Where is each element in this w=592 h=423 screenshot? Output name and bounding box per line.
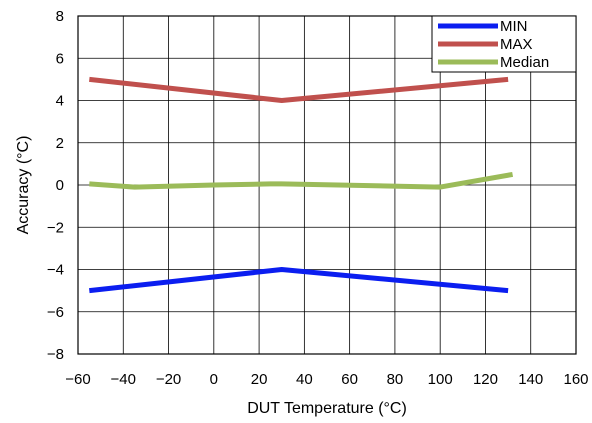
y-tick-label: 4 (56, 93, 64, 110)
x-tick-label: 120 (473, 371, 498, 388)
y-tick-labels: −8 −6 −4 −2 0 2 4 6 8 (47, 8, 64, 363)
series-line-max (89, 76, 509, 103)
x-tick-label: 160 (563, 371, 588, 388)
series-layer (89, 76, 514, 294)
x-tick-label: 20 (251, 371, 268, 388)
y-tick-label: 8 (56, 8, 64, 25)
x-tick-label: −20 (156, 371, 181, 388)
y-tick-label: 2 (56, 135, 64, 152)
legend-label: Median (500, 54, 549, 71)
x-tick-label: 100 (428, 371, 453, 388)
x-tick-label: 140 (518, 371, 543, 388)
y-tick-label: −4 (47, 262, 64, 279)
series-line-median (89, 171, 514, 190)
y-tick-label: −2 (47, 219, 64, 236)
x-tick-labels: −60 −40 −20 0 20 40 60 80 100 120 140 160 (65, 371, 588, 388)
plot-frame (77, 15, 577, 355)
y-axis-title: Accuracy (°C) (15, 136, 32, 235)
series-line-min (89, 267, 509, 294)
x-axis-title: DUT Temperature (°C) (247, 400, 407, 417)
x-tick-label: 80 (387, 371, 404, 388)
y-tick-label: 6 (56, 50, 64, 67)
legend-label: MAX (500, 36, 533, 53)
x-tick-label: 40 (296, 371, 313, 388)
x-tick-label: 60 (341, 371, 358, 388)
x-tick-label: −40 (111, 371, 136, 388)
legend-label: MIN (500, 18, 528, 35)
y-tick-label: −8 (47, 346, 64, 363)
x-tick-label: 0 (210, 371, 218, 388)
y-tick-label: −6 (47, 304, 64, 321)
y-tick-label: 0 (56, 177, 64, 194)
x-tick-label: −60 (65, 371, 90, 388)
